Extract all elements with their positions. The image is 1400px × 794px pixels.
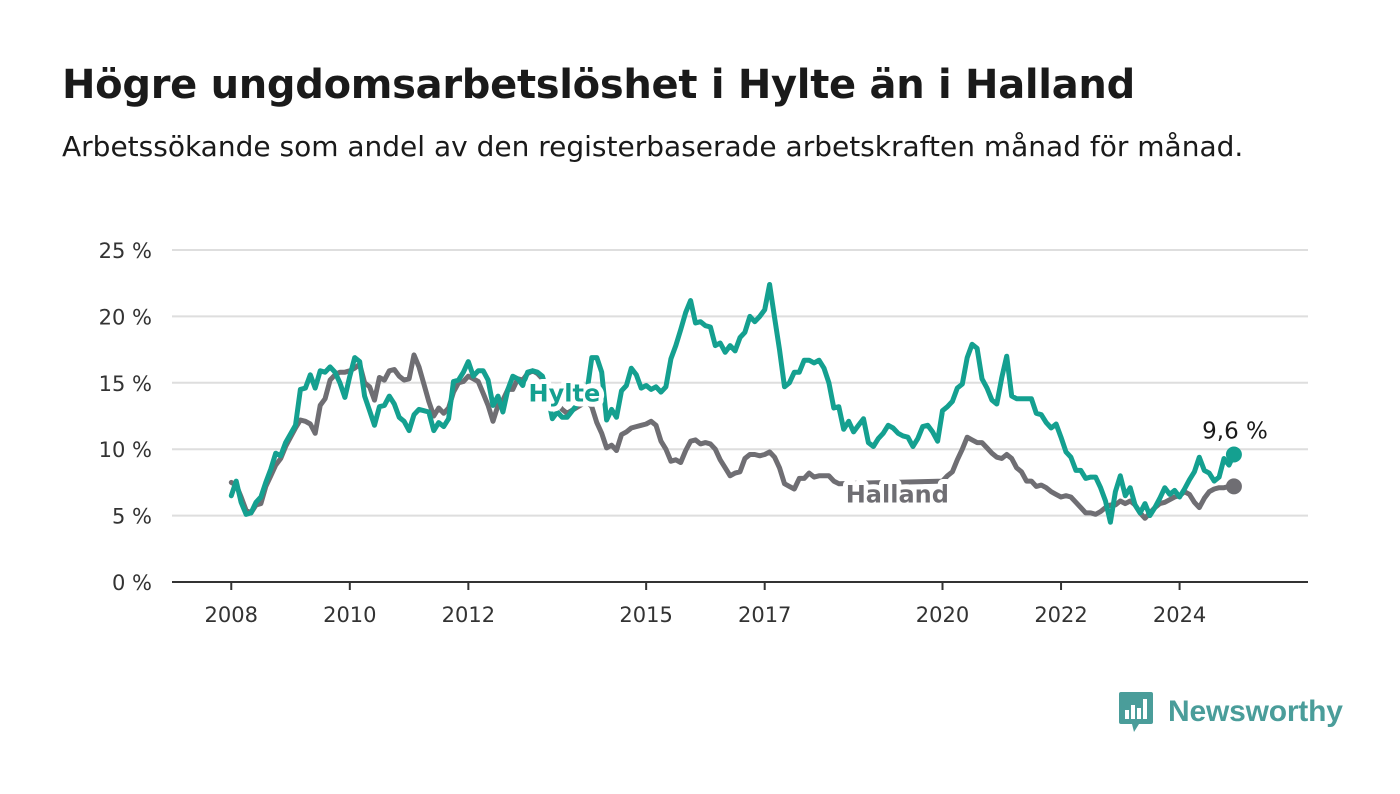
series-layer (228, 282, 1242, 525)
series-line-halland (228, 352, 1237, 521)
end-label-hylte: 9,6 % (1202, 419, 1268, 445)
end-point-halland (1225, 478, 1242, 495)
end-point-hylte (1225, 446, 1242, 463)
y-tick-label: 10 % (99, 438, 152, 462)
series-labels: Hylte Halland 9,6 % (524, 374, 1273, 513)
y-tick-label: 20 % (99, 305, 152, 329)
series-label-hylte: Hylte (529, 379, 601, 407)
x-tick-label: 2017 (738, 603, 791, 627)
newsworthy-brand: Newsworthy (1118, 690, 1343, 734)
brand-name: Newsworthy (1168, 695, 1343, 728)
chart-title: Högre ungdomsarbetslöshet i Hylte än i H… (62, 62, 1135, 108)
y-tick-label: 0 % (112, 571, 152, 595)
x-tick-label: 2012 (442, 603, 495, 627)
y-tick-label: 25 % (99, 239, 152, 263)
x-axis-ticks: 2008 2010 2012 2015 2017 2020 2022 2024 (205, 582, 1206, 627)
x-tick-label: 2022 (1034, 603, 1087, 627)
x-tick-label: 2020 (916, 603, 969, 627)
y-axis-ticks: 0 % 5 % 10 % 15 % 20 % 25 % (99, 239, 152, 595)
x-tick-label: 2010 (323, 603, 376, 627)
series-line-hylte (228, 282, 1237, 525)
x-tick-label: 2008 (205, 603, 258, 627)
newsworthy-logo-icon (1119, 692, 1153, 732)
grid-lines (172, 249, 1308, 517)
series-label-halland: Halland (846, 480, 949, 508)
x-tick-label: 2015 (619, 603, 672, 627)
y-tick-label: 5 % (112, 505, 152, 529)
x-tick-label: 2024 (1153, 603, 1206, 627)
y-tick-label: 15 % (99, 372, 152, 396)
chart-subtitle: Arbetssökande som andel av den registerb… (62, 130, 1244, 163)
